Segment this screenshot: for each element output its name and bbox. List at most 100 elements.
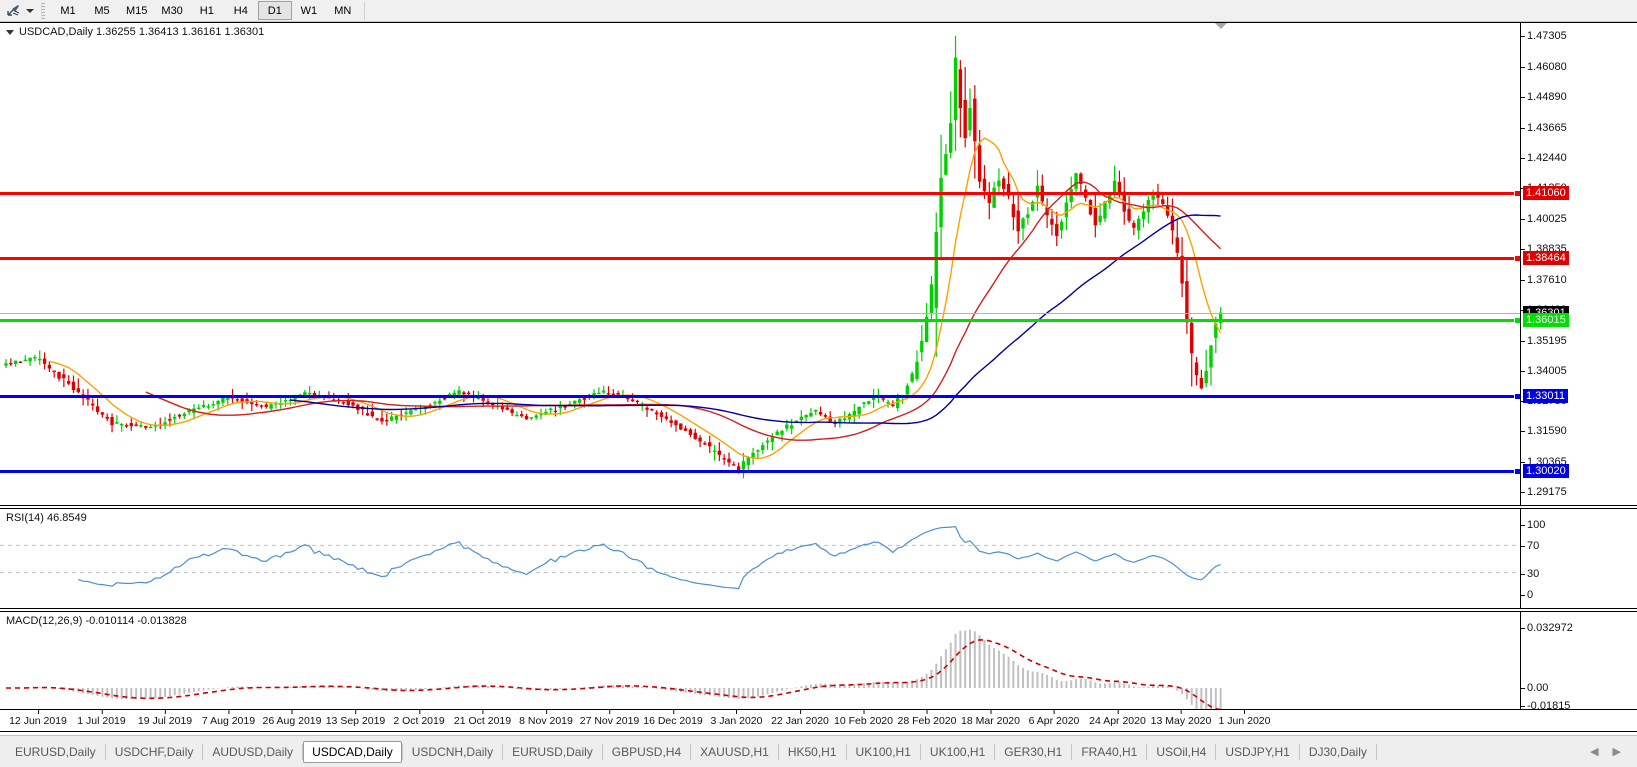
chart-tab-audusd-daily[interactable]: AUDUSD,Daily: [212, 744, 294, 759]
macd-tick: -0.01815: [1520, 700, 1571, 710]
tab-divider: [1298, 743, 1300, 760]
chart-tab-usdchf-daily[interactable]: USDCHF,Daily: [114, 744, 194, 759]
level-line-support-green[interactable]: [0, 316, 1520, 324]
chart-tab-fra40-h1[interactable]: FRA40,H1: [1081, 744, 1138, 759]
candlestick-series: [4, 35, 1223, 479]
price-level-label[interactable]: 1.33011: [1523, 388, 1568, 403]
tab-divider: [1215, 743, 1217, 760]
chart-tab-gbpusd-h4[interactable]: GBPUSD,H4: [611, 744, 682, 759]
chevron-left-icon[interactable]: ◀: [1590, 746, 1599, 758]
price-level-label[interactable]: 1.36015: [1523, 312, 1569, 327]
tab-divider: [302, 743, 304, 760]
rsi-line-series: [0, 525, 1520, 590]
price-axis[interactable]: 1.473051.460801.448901.436651.424401.412…: [1520, 23, 1637, 505]
level-drag-handle[interactable]: [1514, 467, 1520, 475]
timeframe-button-m15[interactable]: M15: [126, 5, 148, 17]
chart-tab-uk100-h1[interactable]: UK100,H1: [855, 744, 911, 759]
chevron-right-icon[interactable]: ▶: [1612, 746, 1621, 758]
chart-canvas-area[interactable]: USDCAD,Daily 1.36255 1.36413 1.36161 1.3…: [0, 22, 1637, 710]
chart-tab-usdcnh-daily[interactable]: USDCNH,Daily: [411, 744, 494, 759]
chart-tab-usdcad-daily[interactable]: USDCAD,Daily: [303, 740, 402, 763]
timeframe-button-w1[interactable]: W1: [300, 5, 318, 17]
tab-scroll-controls: ◀ ▶: [1590, 745, 1637, 758]
timeframe-button-h1[interactable]: H1: [199, 5, 214, 17]
timeframe-button-d1[interactable]: D1: [257, 1, 292, 20]
price-tick: 1.43665: [1521, 121, 1567, 134]
price-tick: 1.37610: [1521, 273, 1567, 286]
level-line-support-1[interactable]: [0, 392, 1520, 400]
chart-tab-uk100-h1[interactable]: UK100,H1: [929, 744, 986, 759]
macd-title: MACD(12,26,9) -0.010114 -0.013828: [6, 615, 187, 627]
macd-tick: 0.032972: [1521, 622, 1573, 634]
rsi-tick: 70: [1520, 540, 1540, 552]
chart-tab-eurusd-daily[interactable]: EURUSD,Daily: [15, 744, 96, 759]
macd-plot-region[interactable]: [0, 612, 1520, 709]
tab-divider: [777, 743, 779, 760]
tab-divider: [845, 743, 847, 760]
tab-divider: [202, 743, 204, 760]
price-level-label[interactable]: 1.30020: [1523, 463, 1569, 478]
date-tick: 18 Mar 2020: [961, 710, 1020, 727]
tab-divider: [919, 743, 921, 760]
date-tick: 26 Aug 2019: [262, 710, 322, 727]
date-tick: 10 Feb 2020: [834, 710, 893, 727]
timeframe-button-m1[interactable]: M1: [60, 5, 76, 17]
price-pane[interactable]: USDCAD,Daily 1.36255 1.36413 1.36161 1.3…: [0, 22, 1637, 506]
date-tick: 1 Jun 2020: [1218, 710, 1271, 727]
chart-tab-bar[interactable]: EURUSD,Daily USDCHF,Daily AUDUSD,Daily USDC…: [0, 735, 1637, 767]
date-tick: 13 Sep 2019: [325, 710, 386, 727]
rsi-plot-region[interactable]: [0, 509, 1520, 608]
timeframe-button-h4[interactable]: H4: [233, 5, 248, 17]
price-tick: 1.35195: [1521, 334, 1567, 347]
timeframe-button-m5[interactable]: M5: [94, 5, 110, 17]
macd-pane[interactable]: MACD(12,26,9) -0.010114 -0.013828 0.0329…: [0, 611, 1637, 710]
date-axis[interactable]: 12 Jun 2019 1 Jul 2019 19 Jul 2019 7 Aug 20…: [0, 710, 1637, 732]
level-drag-handle[interactable]: [1514, 316, 1520, 324]
timeframe-button-m30[interactable]: M30: [161, 5, 183, 17]
current-bid-line: [0, 312, 1520, 314]
rsi-pane[interactable]: RSI(14) 46.8549 100 70 30 0: [0, 508, 1637, 609]
level-drag-handle[interactable]: [1514, 392, 1520, 400]
chart-tab-eurusd-daily[interactable]: EURUSD,Daily: [512, 744, 593, 759]
rsi-tick: 30: [1520, 568, 1540, 580]
date-tick: 7 Aug 2019: [201, 710, 256, 727]
chart-tab-hk50-h1[interactable]: HK50,H1: [787, 744, 837, 759]
macd-histogram-series: [6, 629, 1222, 709]
tab-divider: [502, 743, 504, 760]
level-line-resistance-1[interactable]: [0, 190, 1520, 198]
date-tick: 21 Oct 2019: [453, 710, 512, 727]
price-tick: 1.29175: [1521, 486, 1567, 498]
date-tick: 8 Nov 2019: [519, 710, 573, 727]
chevron-down-icon[interactable]: [26, 8, 34, 13]
toolbar-drag-handle[interactable]: [41, 2, 45, 19]
chart-tab-xauusd-h1[interactable]: XAUUSD,H1: [700, 744, 769, 759]
rsi-tick: 100: [1520, 519, 1546, 531]
level-line-resistance-2[interactable]: [0, 255, 1520, 263]
date-tick: 13 May 2020: [1150, 710, 1212, 727]
level-drag-handle[interactable]: [1514, 255, 1520, 263]
price-tick: 1.44890: [1521, 90, 1567, 103]
rsi-title: RSI(14) 46.8549: [6, 512, 87, 524]
crosshair-cursor-icon[interactable]: [0, 1, 26, 21]
date-tick: 19 Jul 2019: [137, 710, 193, 727]
chart-tab-usoil-h4[interactable]: USOil,H4: [1156, 744, 1207, 759]
date-tick: 22 Jan 2020: [771, 710, 829, 727]
chart-tab-usdjpy-h1[interactable]: USDJPY,H1: [1225, 744, 1290, 759]
chart-tab-dj30-daily[interactable]: DJ30,Daily: [1308, 744, 1367, 759]
chart-menu-triangle-icon[interactable]: [6, 29, 14, 35]
chart-tab-ger30-h1[interactable]: GER30,H1: [1004, 744, 1063, 759]
date-tick: 27 Nov 2019: [579, 710, 640, 727]
period-separator-marker: [1215, 23, 1227, 29]
price-level-label[interactable]: 1.38464: [1523, 251, 1569, 266]
rsi-tick: 0: [1520, 589, 1534, 601]
tab-divider: [401, 743, 403, 760]
timeframe-button-mn[interactable]: MN: [334, 5, 352, 17]
tab-divider: [601, 743, 603, 760]
price-level-label[interactable]: 1.41060: [1523, 186, 1569, 201]
price-plot-region[interactable]: [0, 23, 1520, 505]
timeframe-button-group: M1 M5 M15 M30 H1 H4 D1 W1 MN: [51, 1, 360, 21]
level-line-support-2[interactable]: [0, 467, 1520, 475]
price-tick: 1.34005: [1521, 364, 1567, 377]
level-drag-handle[interactable]: [1514, 190, 1520, 198]
